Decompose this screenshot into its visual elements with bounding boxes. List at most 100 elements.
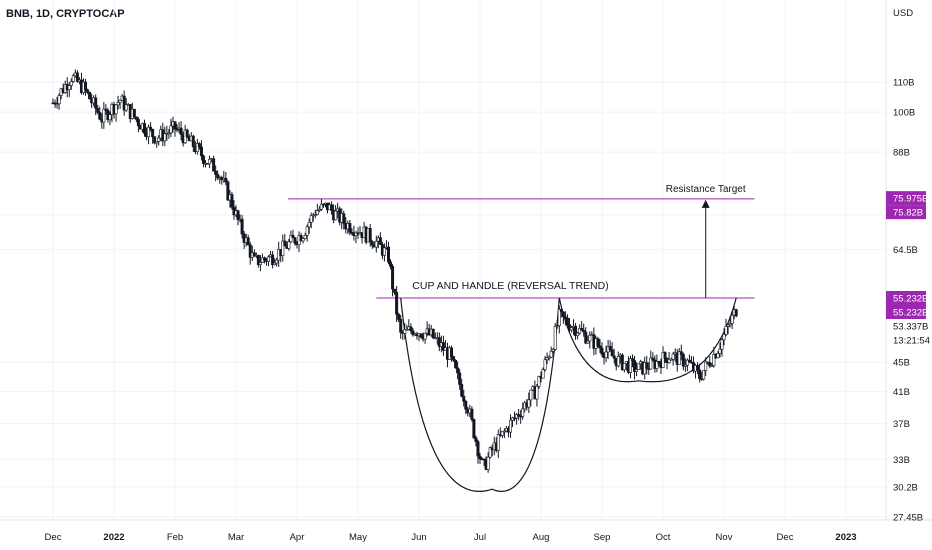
candle-body <box>151 129 155 138</box>
candle-body <box>173 121 177 130</box>
y-tick-label: 37B <box>893 419 910 430</box>
candle-body <box>423 332 427 340</box>
candle-body <box>143 123 147 134</box>
y-tick-label: 33B <box>893 455 910 466</box>
candle-body <box>620 354 624 371</box>
candle-body <box>527 399 531 408</box>
time-axis: Dec 2022 Feb Mar Apr May Jun Jul Aug Sep Oct Nov Dec… <box>45 532 857 543</box>
x-tick-label: Jun <box>411 532 426 543</box>
candle-body <box>321 203 325 206</box>
candle-body <box>456 367 460 374</box>
candle-body <box>309 215 313 223</box>
y-tick-label: 64.5B <box>893 245 918 256</box>
candle-body <box>122 95 126 111</box>
candle-body <box>547 356 551 359</box>
candle-body <box>720 339 724 350</box>
candle-body <box>549 350 553 358</box>
candle-body <box>405 329 409 331</box>
candle-body <box>214 170 218 175</box>
candle-body <box>271 254 275 266</box>
x-tick-label: Nov <box>716 532 733 543</box>
candle-body <box>179 127 183 135</box>
price-axis: 110B100B88B72B64.5B45B41B37B33B30.2B27.4… <box>886 78 930 523</box>
candle-body <box>57 95 61 104</box>
candle-body <box>576 332 580 336</box>
price-label-box <box>886 291 926 306</box>
x-tick-label: Sep <box>594 532 611 543</box>
candle-body <box>730 314 734 324</box>
candle-body <box>289 234 293 243</box>
candle-body <box>474 437 478 442</box>
x-tick-label: May <box>349 532 367 543</box>
candle-body <box>441 342 445 351</box>
candle-body <box>386 246 390 263</box>
candle-body <box>608 346 612 351</box>
candle-body <box>348 223 352 233</box>
candle-body <box>124 104 128 111</box>
x-tick-label: Jul <box>474 532 486 543</box>
candle-body <box>248 244 252 258</box>
candle-body <box>437 337 441 347</box>
x-tick-label: Apr <box>290 532 305 543</box>
candle-body <box>147 126 151 138</box>
target-label: Resistance Target <box>666 184 746 195</box>
candle-body <box>84 81 88 91</box>
candle-body <box>155 140 159 144</box>
candle-body <box>94 97 98 109</box>
candle-body <box>116 102 120 106</box>
candle-body <box>537 376 541 387</box>
price-label: 53.337B <box>893 322 928 333</box>
candle-body <box>108 114 112 121</box>
pattern-annotations: Resistance Target CUP AND HANDLE (REVERSA… <box>287 184 755 492</box>
candle-body <box>98 112 102 120</box>
candle-body <box>197 143 201 148</box>
x-tick-label: Mar <box>228 532 244 543</box>
candle-body <box>252 252 256 257</box>
candle-body <box>685 359 689 366</box>
candle-body <box>486 456 490 470</box>
candle-body <box>317 208 321 211</box>
candle-body <box>236 210 240 220</box>
candle-body <box>543 359 547 370</box>
candle-body <box>596 338 600 347</box>
currency-label: USD <box>893 8 913 19</box>
candle-body <box>199 146 203 157</box>
candle-body <box>734 309 738 317</box>
candle-body <box>273 262 277 266</box>
candle-body <box>132 108 136 118</box>
candle-body <box>470 408 474 420</box>
candle-body <box>708 362 712 367</box>
candle-body <box>256 254 260 266</box>
candle-body <box>208 158 212 165</box>
candle-body <box>305 226 309 236</box>
countdown-label: 13:21:54 <box>893 336 930 347</box>
candle-body <box>702 370 706 380</box>
cup-curve <box>400 297 560 492</box>
candle-body <box>319 203 323 210</box>
candle-body <box>582 329 586 333</box>
candle-body <box>651 357 655 361</box>
candle-body <box>557 309 561 326</box>
price-label-box <box>886 205 926 220</box>
candle-body <box>553 326 557 350</box>
price-label: 75.82B <box>893 208 923 219</box>
candle-body <box>102 108 106 123</box>
price-label: 75.975B <box>893 194 928 205</box>
candle-body <box>136 119 140 127</box>
candle-body <box>55 103 59 105</box>
candle-body <box>718 348 722 354</box>
candle-body <box>354 232 358 237</box>
candle-body <box>134 116 138 120</box>
candle-body <box>488 447 492 458</box>
pattern-label: CUP AND HANDLE (REVERSAL TREND) <box>412 280 608 292</box>
candle-body <box>645 362 649 369</box>
candle-body <box>291 234 295 239</box>
candle-body <box>677 351 681 365</box>
candle-body <box>334 210 338 221</box>
candle-body <box>667 359 671 363</box>
candle-body <box>399 319 403 333</box>
candle-body <box>293 237 297 244</box>
candle-body <box>637 363 641 370</box>
candle-body <box>86 89 90 93</box>
